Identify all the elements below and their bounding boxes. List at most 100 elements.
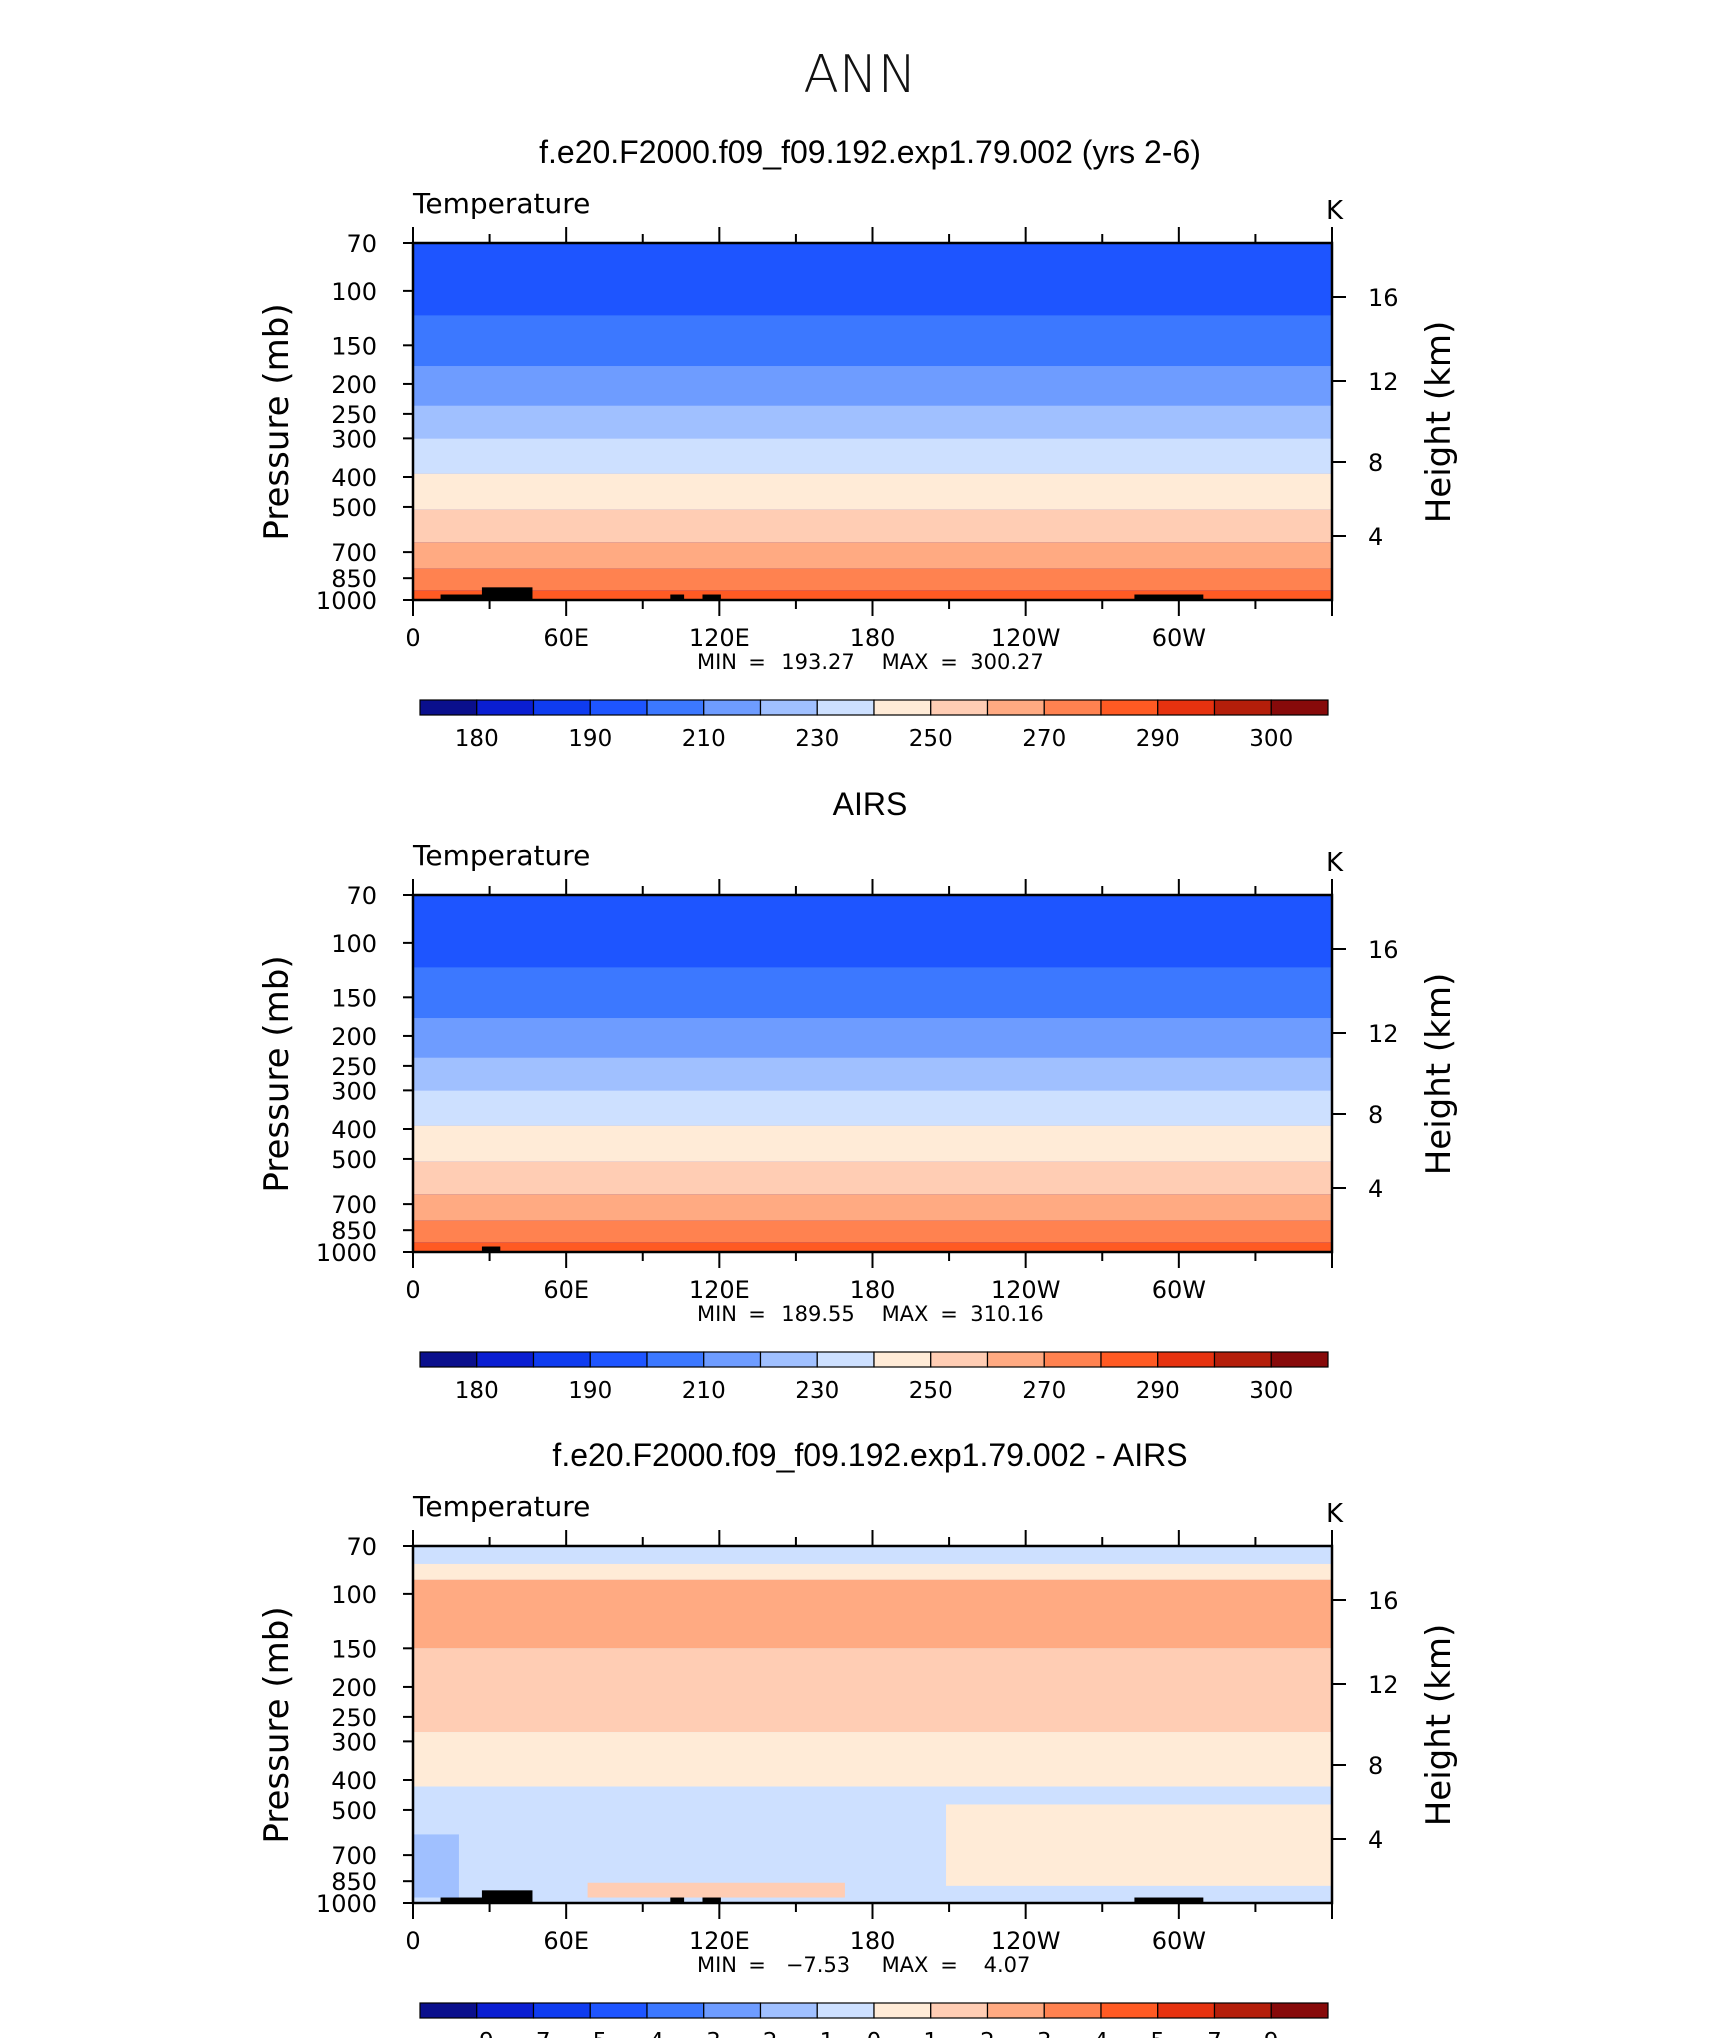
x-tick-label: 60W [1152, 1276, 1206, 1304]
x-tick-label: 120E [689, 1927, 750, 1955]
x-tick-label: 180 [850, 1927, 896, 1955]
colorbar-label: 290 [1136, 726, 1180, 752]
colorbar-box [703, 699, 762, 716]
colorbar-box [646, 699, 705, 716]
stats-min-value: 189.55 [781, 1302, 854, 1326]
y-tick-label: 70 [346, 230, 377, 258]
colorbar-label: 300 [1249, 726, 1293, 752]
colorbar-box [419, 1351, 478, 1368]
y2-tick-label: 16 [1368, 936, 1399, 964]
x-tick-label: 60E [543, 1276, 589, 1304]
colorbar-label: 3 [1037, 2029, 1052, 2038]
colorbar-label: 190 [568, 1378, 612, 1404]
colorbar-box [1157, 2002, 1216, 2019]
y2-tick-label: 12 [1368, 1671, 1399, 1699]
temperature-band [413, 590, 1332, 600]
x-tick-label: 0 [405, 1927, 420, 1955]
y-tick-label: 250 [331, 1704, 377, 1732]
variable-label: Temperature [412, 187, 590, 220]
colorbar-label: 7 [1207, 2029, 1222, 2038]
colorbar-label: 1 [923, 2029, 938, 2038]
y-tick-label: 150 [331, 332, 377, 360]
plot-area [413, 895, 1332, 1252]
colorbar-label: 250 [909, 726, 953, 752]
y-tick-label: 150 [331, 1635, 377, 1663]
y-tick-label: 200 [331, 1023, 377, 1051]
panel-1: f.e20.F2000.f09_f09.192.exp1.79.002 (yrs… [257, 134, 1459, 752]
colorbar-box [986, 2002, 1045, 2019]
colorbar-label: 4 [1094, 2029, 1109, 2038]
stats-eq: = [748, 1953, 766, 1977]
colorbar-label: 2 [980, 2029, 995, 2038]
colorbar-box [873, 699, 932, 716]
y-tick-label: 250 [331, 1053, 377, 1081]
temperature-band [413, 438, 1332, 474]
y-tick-label: 70 [346, 1533, 377, 1561]
y-tick-label: 500 [331, 494, 377, 522]
temperature-band [413, 1125, 1332, 1162]
topography-mask [1134, 594, 1204, 600]
y-tick-label: 1000 [316, 587, 377, 615]
colorbar-box [816, 1351, 875, 1368]
x-tick-label: 60W [1152, 624, 1206, 652]
temperature-band [413, 1161, 1332, 1195]
colorbar-label: −9 [460, 2029, 494, 2038]
y-tick-label: 250 [331, 401, 377, 429]
y-tick-label: 700 [331, 1842, 377, 1870]
topography-mask [670, 594, 685, 600]
topography-mask [481, 1890, 533, 1903]
stats-eq: = [940, 650, 958, 674]
colorbar-label: 0 [867, 2029, 882, 2038]
colorbar-label: −5 [573, 2029, 607, 2038]
topography-mask [702, 1897, 721, 1903]
colorbar-box [589, 1351, 648, 1368]
colorbar-box [986, 699, 1045, 716]
topography-mask [702, 594, 721, 600]
colorbar-box [1100, 699, 1159, 716]
temperature-band [413, 967, 1332, 1019]
temperature-band [413, 1546, 1332, 1564]
colorbar-box [532, 2002, 591, 2019]
colorbar-box [930, 699, 989, 716]
y2-tick-label: 4 [1368, 1826, 1383, 1854]
colorbar-box [873, 2002, 932, 2019]
y-tick-label: 1000 [316, 1890, 377, 1918]
stats-max-value: 4.07 [984, 1953, 1031, 1977]
temperature-band [413, 1242, 1332, 1252]
colorbar-label: 210 [682, 726, 726, 752]
colorbar-box [759, 1351, 818, 1368]
temperature-band [413, 1194, 1332, 1221]
y2-tick-label: 16 [1368, 284, 1399, 312]
topography-mask [481, 587, 533, 600]
temperature-band [413, 1220, 1332, 1243]
units-label: K [1326, 848, 1344, 878]
temperature-band [413, 509, 1332, 543]
topography-mask [481, 1246, 501, 1252]
colorbar-label: 210 [682, 1378, 726, 1404]
y2-axis-label: Height (km) [1419, 1624, 1459, 1827]
y-tick-label: 700 [331, 539, 377, 567]
y2-tick-label: 4 [1368, 523, 1383, 551]
x-tick-label: 120E [689, 624, 750, 652]
y-tick-label: 850 [331, 1217, 377, 1245]
y-tick-label: 100 [331, 1581, 377, 1609]
colorbar-label: 230 [795, 1378, 839, 1404]
colorbar-box [1270, 2002, 1329, 2019]
stats-max-value: 310.16 [970, 1302, 1043, 1326]
colorbar-box [930, 2002, 989, 2019]
colorbar-label: 270 [1022, 1378, 1066, 1404]
temperature-band [413, 1732, 1332, 1787]
y-tick-label: 400 [331, 464, 377, 492]
colorbar-box [703, 2002, 762, 2019]
x-tick-label: 120W [991, 624, 1061, 652]
stats-min-label: MIN [697, 1953, 737, 1977]
colorbar-label: −3 [687, 2029, 721, 2038]
temperature-band [413, 473, 1332, 510]
colorbar-label: −4 [630, 2029, 664, 2038]
temperature-band [413, 542, 1332, 569]
stats-max-label: MAX [882, 1953, 929, 1977]
temperature-band [413, 405, 1332, 439]
x-tick-label: 60E [543, 1927, 589, 1955]
colorbar-box [532, 1351, 591, 1368]
temperature-band [413, 1057, 1332, 1091]
